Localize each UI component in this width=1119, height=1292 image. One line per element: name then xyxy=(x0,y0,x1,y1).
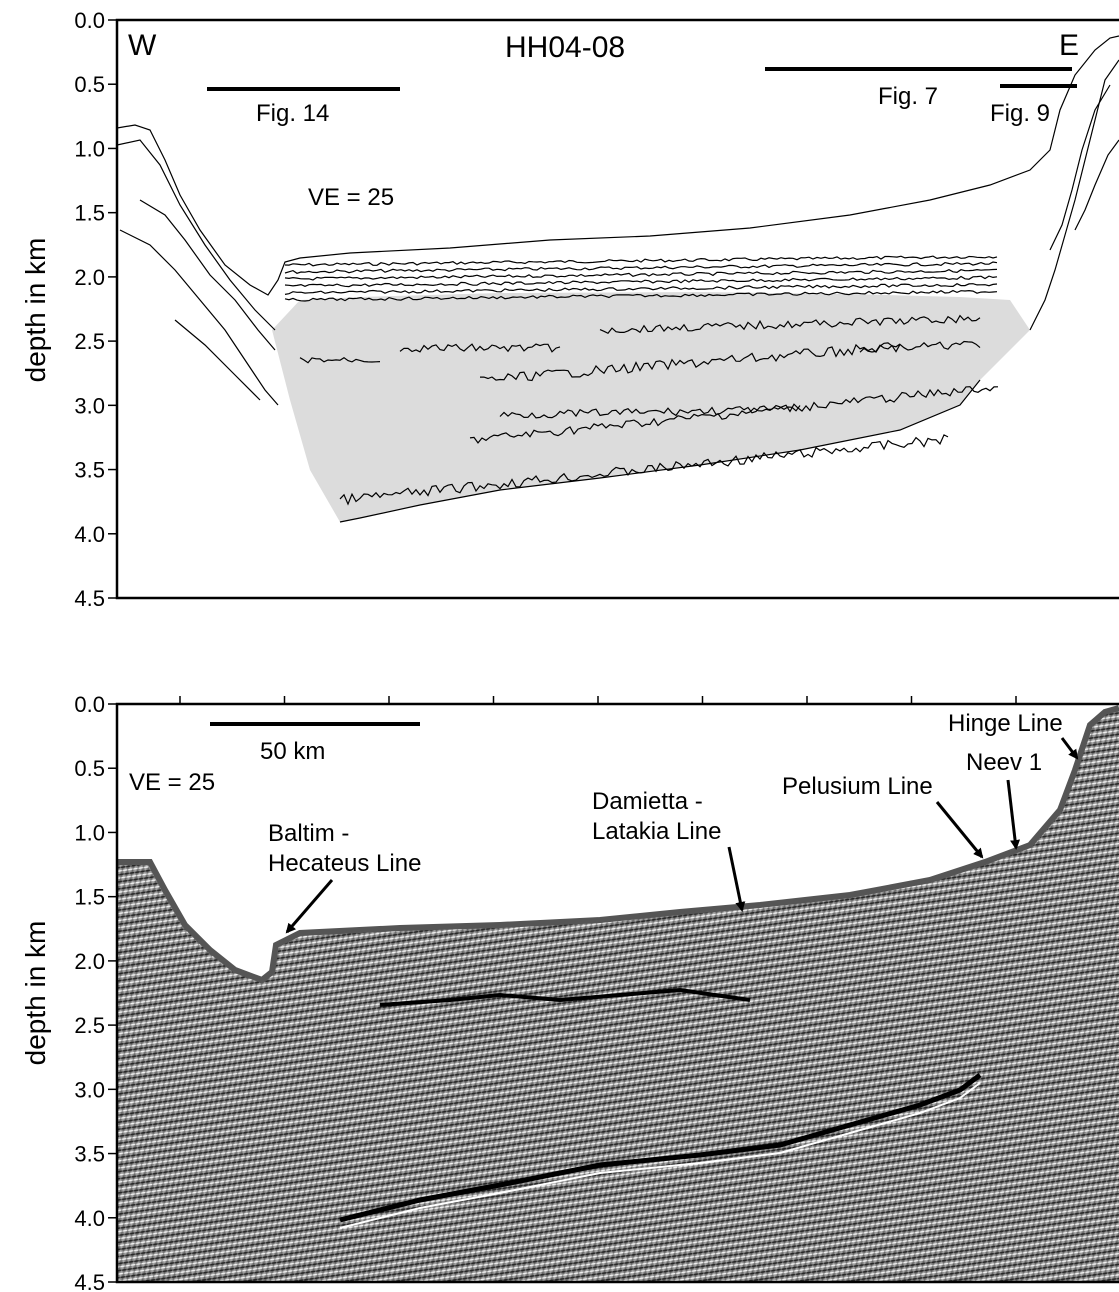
intra-salt-reflector xyxy=(599,314,981,335)
y-tick-label: 0.0 xyxy=(74,692,105,717)
y-tick-label: 0.5 xyxy=(74,72,105,97)
y-tick-label: 0.0 xyxy=(74,8,105,33)
bottom-ylabel: depth in km xyxy=(20,921,51,1066)
top-ve-label: VE = 25 xyxy=(308,184,394,211)
y-tick-label: 1.5 xyxy=(74,201,105,226)
damietta-arrow xyxy=(727,846,746,912)
west-label: W xyxy=(128,29,157,62)
intra-salt-reflector xyxy=(859,340,981,353)
seafloor-horizon xyxy=(117,35,1119,296)
y-tick-label: 3.5 xyxy=(74,458,105,483)
y-tick-label: 0.5 xyxy=(74,756,105,781)
y-tick-label: 4.5 xyxy=(74,586,105,611)
line-title: HH04-08 xyxy=(505,31,625,64)
y-tick-label: 4.0 xyxy=(74,522,105,547)
shallow-reflector xyxy=(284,255,998,267)
shallow-reflector xyxy=(284,261,998,274)
strong-reflector-deep xyxy=(339,1073,982,1223)
fig14-label: Fig. 14 xyxy=(256,100,329,127)
top-axis-frame xyxy=(115,18,1119,600)
neev-label: Neev 1 xyxy=(966,749,1042,776)
shallow-reflector xyxy=(284,268,998,281)
west-slope-horizon-4 xyxy=(174,319,261,401)
top-ylabel: depth in km xyxy=(20,238,51,383)
east-label: E xyxy=(1059,29,1079,62)
shallow-reflector xyxy=(284,289,998,302)
intra-salt-reflector xyxy=(480,342,901,382)
hinge-arrow xyxy=(1060,737,1079,760)
seismic-section-panel: 0.0 0.5 1.0 1.5 2.0 2.5 3.0 3.5 4.0 4.5 depth in … xyxy=(20,692,1119,1292)
y-tick-label: 4.0 xyxy=(74,1206,105,1231)
bottom-axis-frame xyxy=(115,702,1119,1284)
shallow-reflector xyxy=(284,283,998,295)
strong-reflector-mid xyxy=(379,987,751,1007)
y-tick-label: 1.5 xyxy=(74,885,105,910)
intra-salt-reflector xyxy=(469,386,999,444)
baltim-label-2: Hecateus Line xyxy=(268,850,421,877)
bottom-ve-label: VE = 25 xyxy=(129,769,215,796)
east-slope-horizon-2 xyxy=(1049,84,1111,251)
intra-salt-reflector xyxy=(399,343,561,353)
y-tick-label: 3.0 xyxy=(74,393,105,418)
y-tick-label: 3.0 xyxy=(74,1077,105,1102)
east-slope-horizon-3 xyxy=(1074,139,1119,231)
interpretation-panel: 0.0 0.5 1.0 1.5 2.0 2.5 3.0 3.5 4.0 4.5 depth in … xyxy=(20,8,1119,611)
east-slope-horizon-1 xyxy=(1029,59,1119,331)
y-tick-label: 3.5 xyxy=(74,1142,105,1167)
intra-salt-reflector xyxy=(499,404,801,419)
bottom-y-axis: 0.0 0.5 1.0 1.5 2.0 2.5 3.0 3.5 4.0 4.5 xyxy=(74,692,117,1292)
strong-reflector-deep-white xyxy=(339,1082,981,1229)
hinge-label: Hinge Line xyxy=(948,710,1063,737)
shallow-reflector xyxy=(284,275,998,288)
damietta-label-2: Latakia Line xyxy=(592,818,721,845)
bottom-x-ticks xyxy=(179,696,1017,704)
y-tick-label: 2.0 xyxy=(74,265,105,290)
y-tick-label: 2.5 xyxy=(74,329,105,354)
shaded-salt-interval xyxy=(272,292,1030,522)
pelusium-arrow xyxy=(935,801,984,859)
intra-salt-reflector xyxy=(299,356,381,364)
neev-arrow xyxy=(1006,779,1021,850)
y-tick-label: 2.0 xyxy=(74,949,105,974)
y-tick-label: 4.5 xyxy=(74,1270,105,1292)
top-y-axis: 0.0 0.5 1.0 1.5 2.0 2.5 3.0 3.5 4.0 4.5 xyxy=(74,8,117,611)
west-slope-horizon-1 xyxy=(117,139,276,331)
west-slope-horizon-2 xyxy=(139,199,276,351)
scale-label: 50 km xyxy=(260,738,325,765)
fig7-label: Fig. 7 xyxy=(878,83,938,110)
fig9-label: Fig. 9 xyxy=(990,100,1050,127)
y-tick-label: 1.0 xyxy=(74,820,105,845)
pelusium-label: Pelusium Line xyxy=(782,773,933,800)
damietta-label-1: Damietta - xyxy=(592,788,703,815)
west-slope-horizon-3 xyxy=(119,229,279,406)
seafloor-reflector xyxy=(117,705,1119,984)
baltim-arrow xyxy=(285,879,334,934)
base-reflector xyxy=(339,379,981,523)
baltim-label-1: Baltim - xyxy=(268,820,349,847)
y-tick-label: 1.0 xyxy=(74,136,105,161)
y-tick-label: 2.5 xyxy=(74,1013,105,1038)
